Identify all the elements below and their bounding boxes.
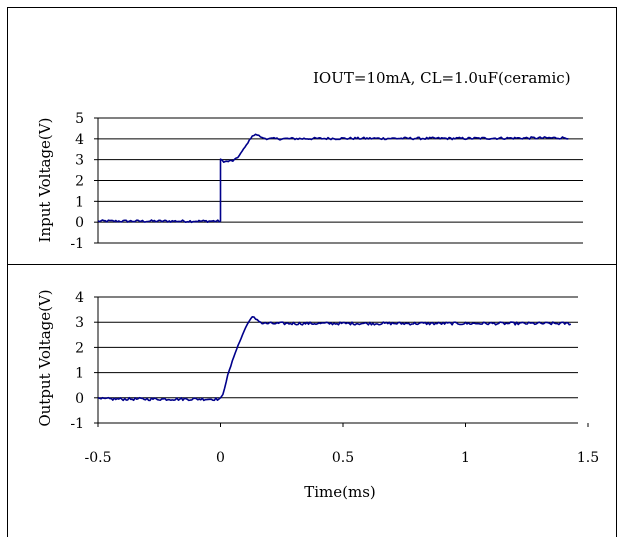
x-tick-label: 1.5 [577,450,599,466]
y-tick-label: 3 [75,315,84,331]
y-tick-label: 3 [75,153,84,169]
output-y-ticks: -1 0 1 2 3 4 [70,290,98,432]
y-tick-label: 4 [75,132,84,148]
y-tick-label: 1 [75,194,84,210]
y-tick-label: -1 [70,236,84,252]
x-tick-label: -0.5 [85,450,112,466]
x-axis-label: Time(ms) [304,483,376,501]
output-y-axis-label: Output Voltage(V) [36,289,54,426]
y-tick-label: 0 [75,215,84,231]
plot-input-voltage: -1 0 1 2 3 4 5 Input Voltage(V) [36,111,583,252]
y-tick-label: -1 [70,416,84,432]
x-tick-label: 0 [216,450,225,466]
y-tick-label: 5 [75,111,84,127]
y-tick-label: 1 [75,366,84,382]
x-tick-label: 1 [461,450,470,466]
input-voltage-trace [97,133,569,224]
output-voltage-trace [97,316,572,402]
x-tick-label: 0.5 [332,450,354,466]
y-tick-label: 2 [75,174,84,190]
y-tick-label: 2 [75,340,84,356]
plot-output-voltage: -1 0 1 2 3 4 -0.5 0 0.5 1 1.5 Output Voltage(V) T… [36,289,599,501]
input-gridlines [98,117,583,223]
output-gridlines [98,296,578,399]
output-x-ticks: -0.5 0 0.5 1 1.5 [85,423,599,466]
y-tick-label: 4 [75,290,84,306]
input-y-axis-label: Input Voltage(V) [36,118,54,243]
input-y-ticks: -1 0 1 2 3 4 5 [70,111,98,252]
annotation-text: IOUT=10mA, CL=1.0uF(ceramic) [313,69,571,87]
y-tick-label: 0 [75,391,84,407]
